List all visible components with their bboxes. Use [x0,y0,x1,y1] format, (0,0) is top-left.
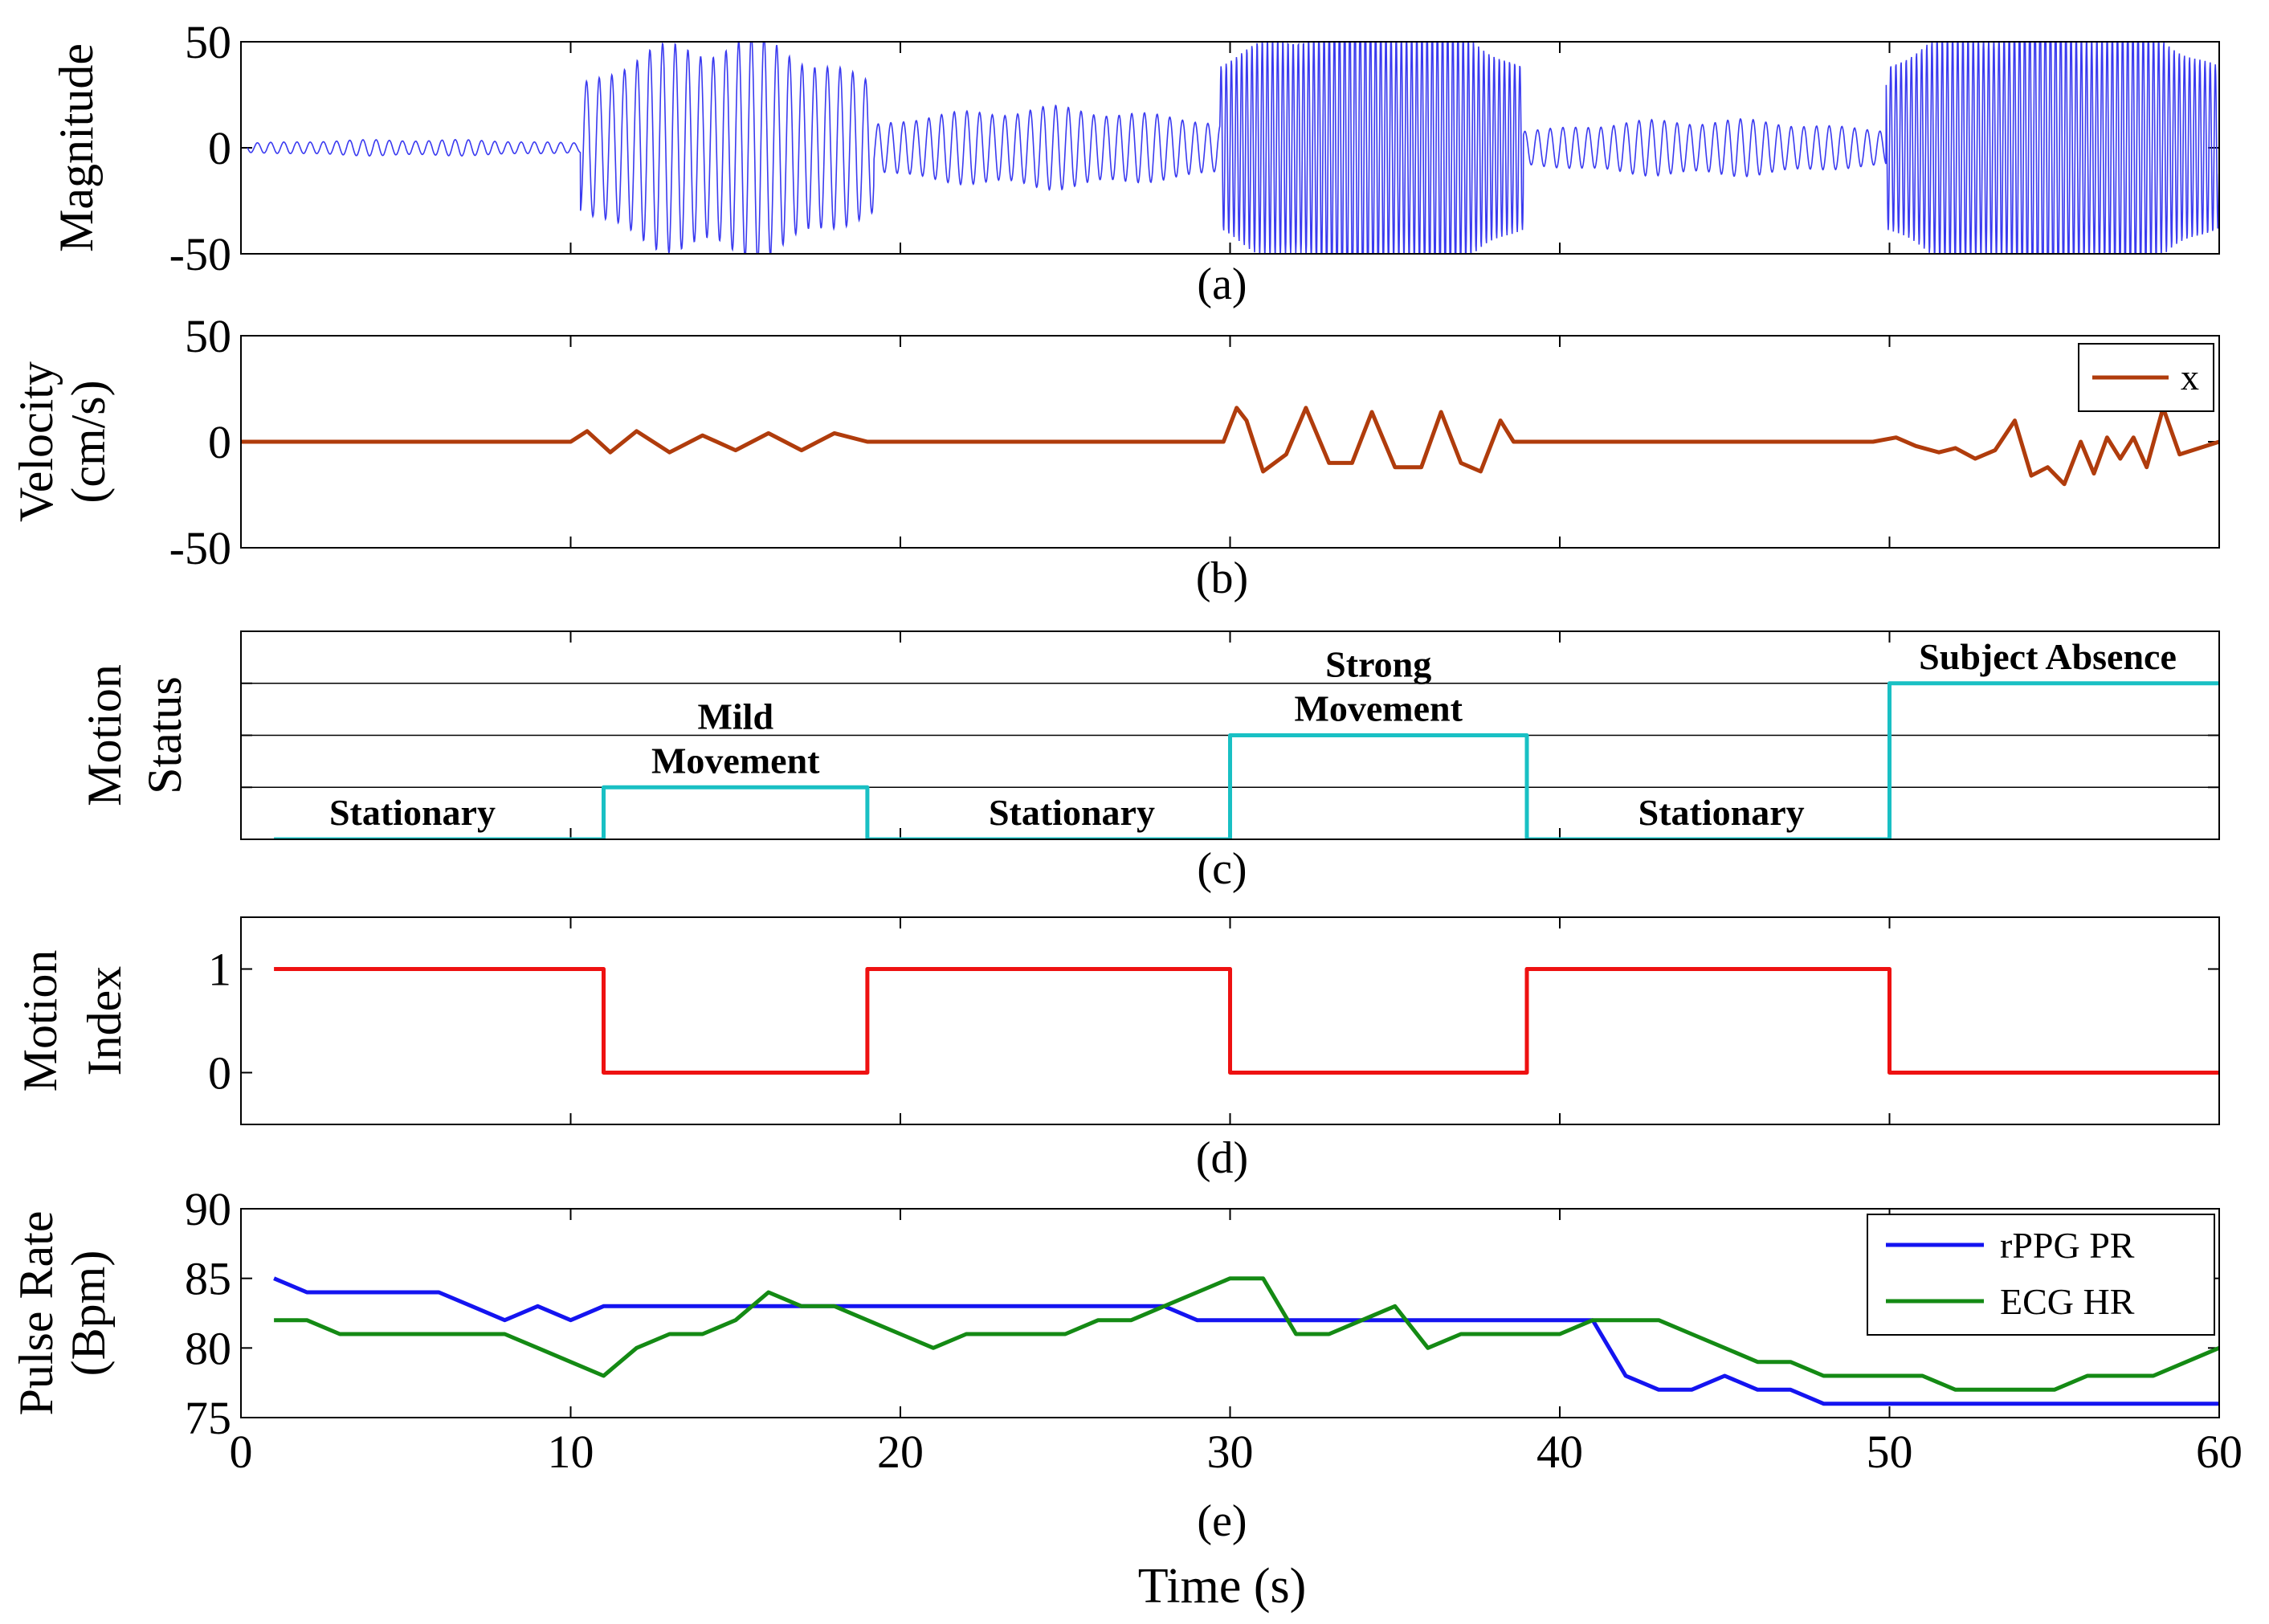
y-tick-label: 85 [185,1253,231,1305]
legend: rPPG PR ECG HR [1867,1214,2215,1336]
y-axis-label: Index [78,966,131,1076]
y-tick-label: 90 [185,1183,231,1235]
x-tick-label: 40 [1536,1426,1583,1478]
legend: x [2078,343,2214,412]
legend-label-rppg: rPPG PR [2000,1225,2135,1266]
x-tick-label: 50 [1867,1426,1913,1478]
y-axis-label: Motion [14,950,67,1092]
plot-area [247,42,2219,254]
panel-caption: (c) [1197,844,1247,894]
y-axis-label: Pulse Rate [10,1211,63,1416]
status-annotation: Mild [697,696,773,737]
status-annotation: Subject Absence [1919,636,2177,677]
panel-b: 50 0 -50 Velocity (cm/s) (b) x [10,310,2220,603]
series-line-motion-index [274,967,2219,1075]
y-axis-label: Motion [78,664,131,806]
plot-area [274,681,2219,839]
panel-e: 90 85 80 750 10 20 30 40 50 60 Pulse Rate (Bpm) (e) T… [10,1183,2242,1614]
panel-caption: (e) [1197,1496,1247,1546]
x-tick-label: 10 [548,1426,594,1478]
panel-d: 1 0 Motion Index (d) [14,916,2220,1183]
y-axis-label: Magnitude [50,43,103,252]
axes-frame [240,1208,2220,1418]
y-axis-label: Velocity [10,361,63,522]
y-axis-label: Status [138,676,191,794]
y-tick-label: -50 [169,228,231,280]
y-tick-label: 80 [185,1322,231,1374]
y-tick-label: 50 [185,16,231,68]
axes-frame [240,630,2220,840]
panel-caption: (b) [1196,553,1248,603]
series-line-rppg-pr [273,1276,2219,1406]
y-tick-label: 50 [185,310,231,362]
plot-area [274,967,2219,1075]
legend-box [1867,1214,2215,1336]
legend-label-ecg: ECG HR [2000,1281,2135,1322]
axes-frame [240,916,2220,1125]
axes-frame [240,41,2220,255]
x-tick-label: 60 [2196,1426,2242,1478]
y-tick-label: 75 [185,1392,231,1444]
legend-label-x: x [2181,357,2199,398]
y-tick-label: -50 [169,522,231,574]
panel-a: 50 0 -50 Magnitude (a) [50,16,2220,309]
x-tick-label: 20 [877,1426,924,1478]
y-tick-label: 0 [208,416,231,468]
status-annotation: Stationary [989,792,1155,833]
y-tick-label: 1 [208,944,231,996]
y-tick-label: 0 [208,122,231,174]
status-annotation: Movement [651,740,820,781]
y-tick-label: 0 [208,1047,231,1100]
series-line-status [274,681,2219,839]
panel-c: Motion Status(c)StationaryMildMovementSta… [78,630,2220,894]
plot-area [273,1276,2219,1406]
status-annotation: Stationary [1638,792,1805,833]
x-tick-label: 30 [1207,1426,1254,1478]
y-axis-label: (Bpm) [62,1251,115,1377]
plot-area [241,406,2219,487]
status-annotation: Movement [1294,688,1463,729]
panel-caption: (a) [1197,259,1247,309]
status-annotation: Strong [1325,644,1431,685]
y-axis-label: (cm/s) [62,380,115,503]
x-axis-title: Time (s) [1138,1559,1307,1614]
axes-frame [240,335,2220,549]
series-line-signal [247,42,2219,254]
panel-caption: (d) [1196,1133,1248,1183]
series-line-ecg-hr [274,1276,2219,1392]
series-line-x [241,406,2219,487]
status-annotation: Stationary [329,792,496,833]
x-tick-label: 0 [230,1426,253,1478]
